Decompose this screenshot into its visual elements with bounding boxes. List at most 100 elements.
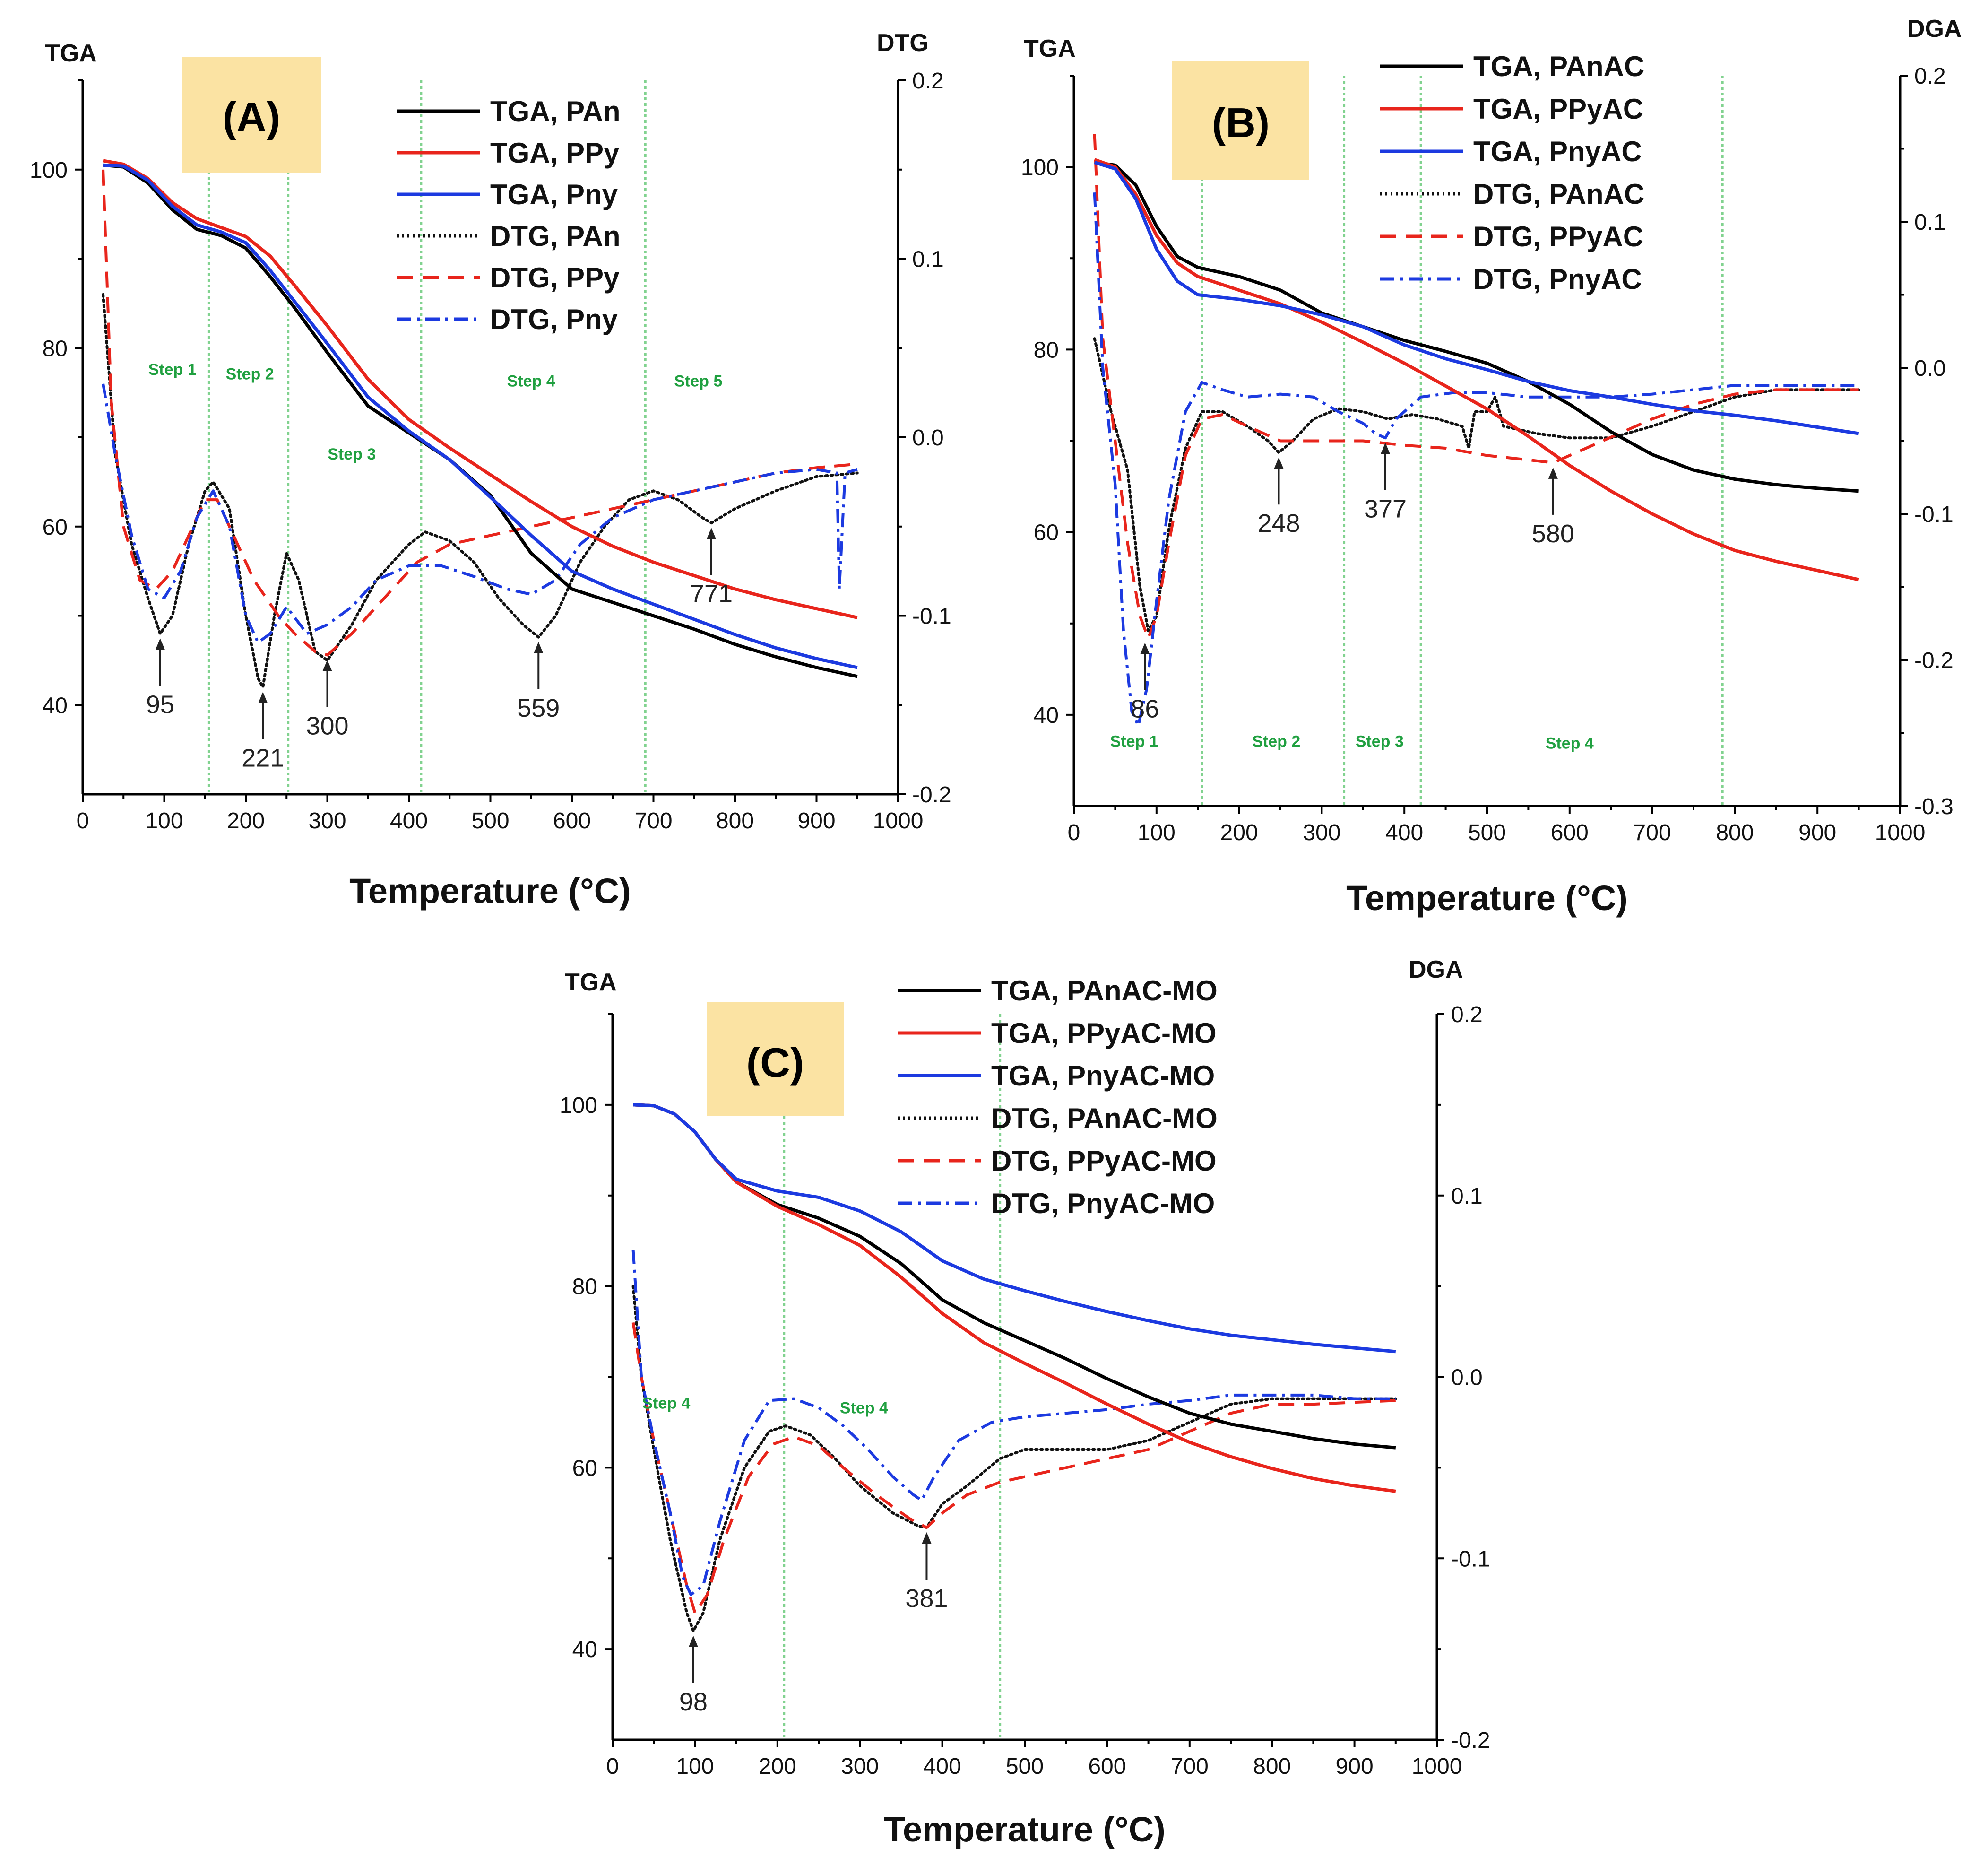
- panel-a-x-tick-label: 400: [390, 808, 428, 833]
- panel-a-label: (A): [223, 94, 280, 140]
- panel-c-right-y-tick-label: -0.2: [1451, 1728, 1490, 1753]
- panel-c-left-y-tick-label: 40: [572, 1637, 597, 1662]
- panel-b-annotation-arrowhead: [1274, 457, 1284, 469]
- panel-b-x-tick-label: 600: [1551, 820, 1589, 845]
- chart-panel-c: 0 100 200 300 400 500 600 700 800 900 1000 40 60 80 10…: [560, 956, 1490, 1849]
- chart-panel-a: 0 100 200 300 400 500 600 700 800 900 1000 40 60 80 10…: [30, 29, 951, 911]
- panel-b-x-axis-title: Temperature (°C): [1346, 878, 1628, 918]
- panel-b-right-y-tick-label: -0.2: [1914, 648, 1953, 673]
- panel-a-step-label: Step 2: [226, 365, 274, 383]
- panel-c-x-tick-label: 800: [1253, 1754, 1291, 1779]
- panel-c-right-axis-label: DGA: [1409, 956, 1463, 983]
- panel-b-peak-annotation: 377: [1364, 495, 1407, 523]
- panel-a-annotation-arrowhead: [322, 660, 332, 671]
- panel-c-x-tick-label: 700: [1171, 1754, 1209, 1779]
- panel-a-peak-annotation: 559: [517, 694, 560, 722]
- panel-b-series-dtg-pnyac: [1093, 192, 1859, 727]
- panel-a-x-axis-title: Temperature (°C): [349, 871, 631, 911]
- panel-a-label-box: [182, 57, 321, 173]
- panel-a-step-label: Step 4: [507, 372, 555, 390]
- panel-a-right-y-tick-label: -0.1: [912, 604, 951, 629]
- panel-a-series-tga-pny: [103, 163, 858, 669]
- panel-a-left-axis-label: TGA: [45, 40, 97, 67]
- panel-c-x-tick-label: 0: [606, 1754, 619, 1779]
- panel-b-right-y-tick-label: 0.2: [1914, 64, 1946, 89]
- panel-c-peak-annotation: 98: [679, 1688, 708, 1716]
- panel-a-right-y-tick-label: 0.0: [912, 425, 944, 451]
- panel-a-right-y-tick-label: -0.2: [912, 782, 951, 807]
- panel-a-legend-label: DTG, PPy: [490, 262, 620, 294]
- panel-c-legend-label: DTG, PAnAC-MO: [991, 1102, 1218, 1134]
- chart-panel-b: 0 100 200 300 400 500 600 700 800 900 1000 40 60 80 10…: [1021, 15, 1962, 918]
- panel-b-label-box: [1172, 61, 1309, 180]
- panel-c-left-y-tick-label: 60: [572, 1456, 597, 1481]
- panel-b-right-axis-label: DGA: [1907, 15, 1962, 43]
- panel-a-peak-annotation: 221: [242, 744, 284, 773]
- panel-c-x-axis-title: Temperature (°C): [884, 1810, 1166, 1849]
- panel-c-annotation-arrowhead: [688, 1635, 698, 1647]
- panel-a-x-tick-label: 100: [145, 808, 183, 833]
- panel-c-left-y-tick-label: 100: [560, 1093, 597, 1118]
- panel-a-annotation-arrowhead: [155, 638, 165, 650]
- panel-a-left-y-tick-label: 100: [30, 158, 68, 183]
- panel-c-right-y-tick-label: 0.1: [1451, 1184, 1483, 1209]
- panel-a-step-label: Step 3: [328, 445, 376, 463]
- panel-b-x-tick-label: 0: [1068, 820, 1080, 845]
- panel-c-label: (C): [746, 1039, 804, 1086]
- panel-c-step-label: Step 4: [840, 1399, 888, 1417]
- panel-c-annotation-arrowhead: [922, 1532, 932, 1544]
- panel-b-x-tick-label: 700: [1634, 820, 1671, 845]
- panel-c-legend-label: TGA, PAnAC-MO: [991, 975, 1218, 1007]
- panel-a-right-y-tick-label: 0.1: [912, 247, 944, 272]
- panel-a-legend-label: DTG, PAn: [490, 220, 621, 252]
- panel-a-x-tick-label: 200: [227, 808, 265, 833]
- panel-b-series-dtg-ppyac: [1093, 134, 1859, 640]
- panel-c-legend-label: TGA, PnyAC-MO: [991, 1060, 1215, 1092]
- panel-a-step-label: Step 1: [148, 361, 197, 379]
- panel-b-right-y-tick-label: -0.1: [1914, 502, 1953, 527]
- panel-c-left-y-tick-label: 80: [572, 1275, 597, 1300]
- panel-b-x-tick-label: 100: [1138, 820, 1176, 845]
- panel-c-plot-area: 0 100 200 300 400 500 600 700 800 900 1000 40 60 80 10…: [560, 1002, 1490, 1779]
- panel-c-legend-label: DTG, PnyAC-MO: [991, 1188, 1215, 1219]
- panel-a-x-tick-label: 700: [634, 808, 672, 833]
- panel-a-annotation-arrowhead: [534, 642, 544, 653]
- panel-a-left-y-tick-label: 40: [43, 693, 68, 718]
- panel-a-right-y-tick-label: 0.2: [912, 69, 944, 94]
- panel-a-x-tick-label: 800: [716, 808, 754, 833]
- panel-a-series-dtg-pny: [102, 383, 858, 644]
- panel-b-x-tick-label: 800: [1716, 820, 1754, 845]
- panel-b-series-tga-ppyac: [1094, 158, 1859, 582]
- panel-b-left-y-tick-label: 40: [1034, 703, 1059, 728]
- panel-b-step-label: Step 2: [1252, 732, 1300, 750]
- panel-b-series-dtg-panac: [1093, 337, 1860, 633]
- panel-c-x-tick-label: 500: [1006, 1754, 1044, 1779]
- panel-a-annotation-arrowhead: [706, 528, 716, 539]
- panel-b-legend: TGA, PAnAC TGA, PPyAC TGA, PnyAC DTG, PAnAC…: [1380, 51, 1644, 295]
- panel-c-legend: TGA, PAnAC-MO TGA, PPyAC-MO TGA, PnyAC-MO D…: [898, 975, 1218, 1219]
- panel-a-left-y-tick-label: 60: [43, 515, 68, 540]
- panel-b-legend-label: DTG, PAnAC: [1473, 178, 1644, 210]
- panel-b-x-tick-label: 1000: [1875, 820, 1926, 845]
- panel-a-series-tga-ppy: [103, 159, 858, 619]
- panel-b-plot-area: 0 100 200 300 400 500 600 700 800 900 1000 40 60 80 10…: [1021, 64, 1953, 845]
- panel-c-x-tick-label: 200: [759, 1754, 796, 1779]
- panel-a-series-dtg-ppy: [102, 169, 858, 657]
- panel-c-x-tick-label: 300: [841, 1754, 879, 1779]
- panel-b-legend-label: DTG, PPyAC: [1473, 221, 1643, 252]
- panel-c-right-y-tick-label: 0.0: [1451, 1365, 1483, 1390]
- panel-a-legend-label: TGA, PAn: [490, 95, 621, 127]
- panel-c-series-dtg-panac-mo: [631, 1285, 1397, 1632]
- panel-c-x-tick-label: 600: [1088, 1754, 1126, 1779]
- panel-b-x-tick-label: 900: [1798, 820, 1836, 845]
- panel-b-step-label: Step 1: [1110, 732, 1158, 750]
- panel-a-x-tick-label: 500: [471, 808, 509, 833]
- panel-c-x-tick-label: 400: [924, 1754, 961, 1779]
- panel-b-series-tga-pnyac: [1094, 161, 1859, 435]
- panel-b-legend-label: DTG, PnyAC: [1473, 263, 1642, 295]
- panel-c-series-dtg-pnyac-mo: [631, 1250, 1396, 1596]
- panel-c-peak-annotation: 381: [905, 1584, 948, 1613]
- panel-c-right-y-tick-label: -0.1: [1451, 1546, 1490, 1571]
- panel-b-legend-label: TGA, PnyAC: [1473, 136, 1642, 167]
- panel-a-annotation-arrowhead: [258, 692, 268, 703]
